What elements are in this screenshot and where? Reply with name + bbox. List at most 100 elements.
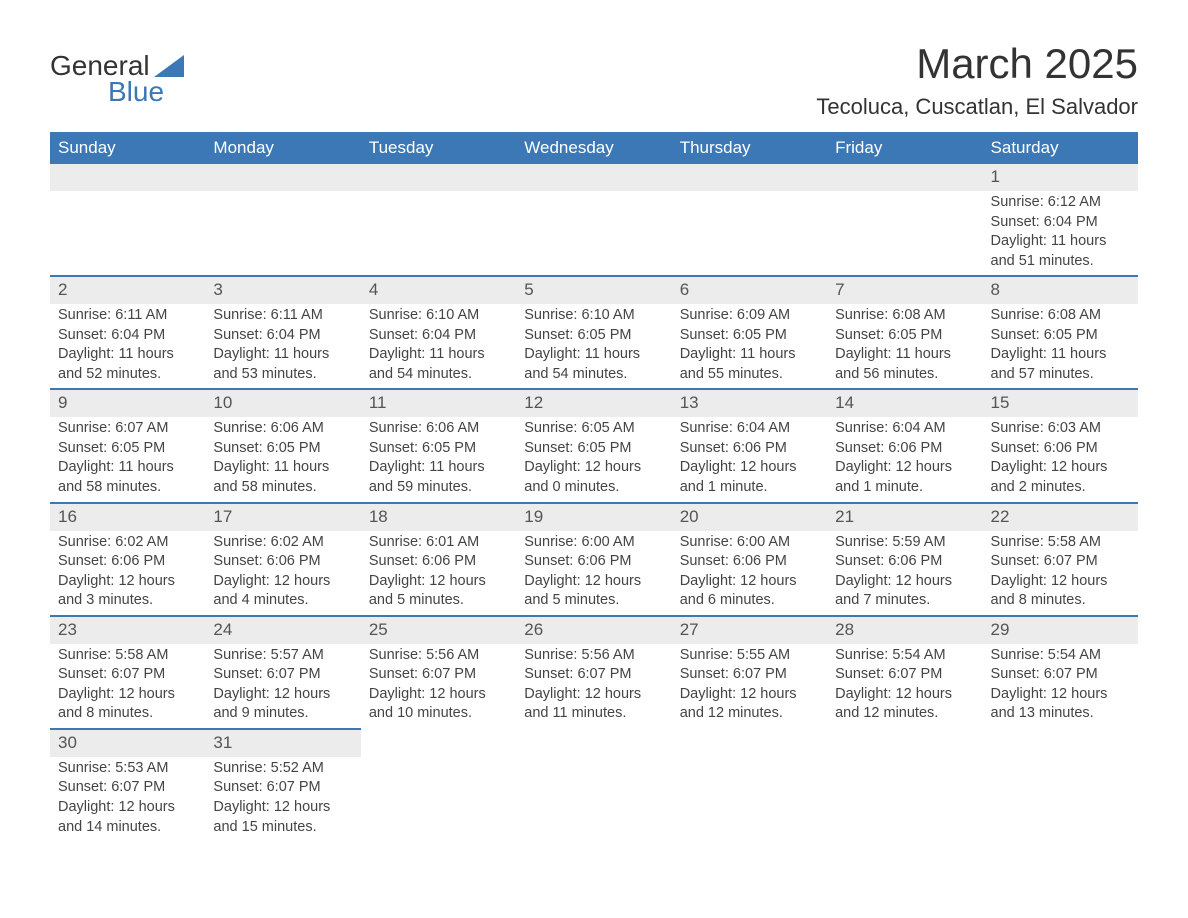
calendar-cell: 7Sunrise: 6:08 AMSunset: 6:05 PMDaylight… [827,276,982,389]
calendar-cell [827,729,982,841]
daylight-text: Daylight: 12 hours and 13 minutes. [991,685,1130,724]
daylight-text: Daylight: 12 hours and 0 minutes. [524,458,663,497]
calendar-cell: 13Sunrise: 6:04 AMSunset: 6:06 PMDayligh… [672,389,827,502]
day-number: 31 [205,730,360,757]
day-body: Sunrise: 6:12 AMSunset: 6:04 PMDaylight:… [983,191,1138,275]
day-body: Sunrise: 6:04 AMSunset: 6:06 PMDaylight:… [827,417,982,501]
sunrise-text: Sunrise: 6:03 AM [991,419,1130,439]
daylight-text: Daylight: 12 hours and 4 minutes. [213,572,352,611]
sunrise-text: Sunrise: 6:10 AM [369,306,508,326]
daylight-text: Daylight: 12 hours and 12 minutes. [835,685,974,724]
day-body: Sunrise: 5:56 AMSunset: 6:07 PMDaylight:… [361,644,516,728]
day-number: 7 [827,277,982,304]
day-number: 9 [50,390,205,417]
calendar-week-row: 9Sunrise: 6:07 AMSunset: 6:05 PMDaylight… [50,389,1138,502]
calendar-cell: 18Sunrise: 6:01 AMSunset: 6:06 PMDayligh… [361,503,516,616]
day-body: Sunrise: 6:11 AMSunset: 6:04 PMDaylight:… [205,304,360,388]
sunrise-text: Sunrise: 6:00 AM [524,533,663,553]
sunset-text: Sunset: 6:06 PM [524,552,663,572]
day-body: Sunrise: 5:58 AMSunset: 6:07 PMDaylight:… [983,531,1138,615]
calendar-week-row: 1Sunrise: 6:12 AMSunset: 6:04 PMDaylight… [50,164,1138,276]
logo-text-blue: Blue [108,76,184,108]
sunrise-text: Sunrise: 6:09 AM [680,306,819,326]
day-number: 20 [672,504,827,531]
day-number: 10 [205,390,360,417]
calendar-cell: 23Sunrise: 5:58 AMSunset: 6:07 PMDayligh… [50,616,205,729]
sunrise-text: Sunrise: 5:53 AM [58,759,197,779]
calendar-cell [205,164,360,276]
daylight-text: Daylight: 12 hours and 11 minutes. [524,685,663,724]
sunrise-text: Sunrise: 6:04 AM [680,419,819,439]
sunset-text: Sunset: 6:05 PM [991,326,1130,346]
sunset-text: Sunset: 6:06 PM [680,439,819,459]
sunset-text: Sunset: 6:04 PM [369,326,508,346]
day-number: 8 [983,277,1138,304]
day-body [361,756,516,840]
day-number: 22 [983,504,1138,531]
daylight-text: Daylight: 11 hours and 55 minutes. [680,345,819,384]
calendar-week-row: 30Sunrise: 5:53 AMSunset: 6:07 PMDayligh… [50,729,1138,841]
calendar-week-row: 23Sunrise: 5:58 AMSunset: 6:07 PMDayligh… [50,616,1138,729]
daylight-text: Daylight: 12 hours and 10 minutes. [369,685,508,724]
day-number [827,729,982,756]
calendar-cell [827,164,982,276]
calendar-cell: 12Sunrise: 6:05 AMSunset: 6:05 PMDayligh… [516,389,671,502]
calendar-cell: 21Sunrise: 5:59 AMSunset: 6:06 PMDayligh… [827,503,982,616]
sunrise-text: Sunrise: 5:52 AM [213,759,352,779]
sunset-text: Sunset: 6:06 PM [369,552,508,572]
day-body: Sunrise: 5:56 AMSunset: 6:07 PMDaylight:… [516,644,671,728]
day-number: 2 [50,277,205,304]
daylight-text: Daylight: 12 hours and 9 minutes. [213,685,352,724]
calendar-cell [516,164,671,276]
calendar-cell: 19Sunrise: 6:00 AMSunset: 6:06 PMDayligh… [516,503,671,616]
day-body: Sunrise: 6:04 AMSunset: 6:06 PMDaylight:… [672,417,827,501]
daylight-text: Daylight: 11 hours and 59 minutes. [369,458,508,497]
day-body: Sunrise: 5:58 AMSunset: 6:07 PMDaylight:… [50,644,205,728]
sunset-text: Sunset: 6:05 PM [524,439,663,459]
day-body [983,756,1138,840]
calendar-cell: 20Sunrise: 6:00 AMSunset: 6:06 PMDayligh… [672,503,827,616]
calendar-week-row: 2Sunrise: 6:11 AMSunset: 6:04 PMDaylight… [50,276,1138,389]
sunrise-text: Sunrise: 6:07 AM [58,419,197,439]
day-body: Sunrise: 6:00 AMSunset: 6:06 PMDaylight:… [516,531,671,615]
sunrise-text: Sunrise: 5:59 AM [835,533,974,553]
daylight-text: Daylight: 11 hours and 51 minutes. [991,232,1130,271]
sunset-text: Sunset: 6:05 PM [835,326,974,346]
day-header: Thursday [672,132,827,164]
day-number [516,164,671,191]
month-title: March 2025 [816,40,1138,88]
sunrise-text: Sunrise: 5:54 AM [835,646,974,666]
sunrise-text: Sunrise: 6:02 AM [58,533,197,553]
daylight-text: Daylight: 12 hours and 8 minutes. [58,685,197,724]
day-body: Sunrise: 5:59 AMSunset: 6:06 PMDaylight:… [827,531,982,615]
title-block: March 2025 Tecoluca, Cuscatlan, El Salva… [816,40,1138,120]
sunrise-text: Sunrise: 6:04 AM [835,419,974,439]
day-number [827,164,982,191]
daylight-text: Daylight: 11 hours and 57 minutes. [991,345,1130,384]
sunrise-text: Sunrise: 5:58 AM [991,533,1130,553]
calendar-body: 1Sunrise: 6:12 AMSunset: 6:04 PMDaylight… [50,164,1138,841]
day-number: 5 [516,277,671,304]
day-number: 3 [205,277,360,304]
daylight-text: Daylight: 12 hours and 1 minute. [680,458,819,497]
day-body [672,756,827,840]
calendar-cell: 8Sunrise: 6:08 AMSunset: 6:05 PMDaylight… [983,276,1138,389]
day-number: 16 [50,504,205,531]
sunrise-text: Sunrise: 6:10 AM [524,306,663,326]
day-body: Sunrise: 6:01 AMSunset: 6:06 PMDaylight:… [361,531,516,615]
sunset-text: Sunset: 6:04 PM [991,213,1130,233]
sunset-text: Sunset: 6:07 PM [58,665,197,685]
day-number: 29 [983,617,1138,644]
day-body [827,191,982,275]
day-body: Sunrise: 6:02 AMSunset: 6:06 PMDaylight:… [50,531,205,615]
day-number [361,164,516,191]
calendar-cell: 17Sunrise: 6:02 AMSunset: 6:06 PMDayligh… [205,503,360,616]
sunrise-text: Sunrise: 6:08 AM [835,306,974,326]
sunset-text: Sunset: 6:07 PM [524,665,663,685]
day-body: Sunrise: 5:57 AMSunset: 6:07 PMDaylight:… [205,644,360,728]
calendar-cell: 25Sunrise: 5:56 AMSunset: 6:07 PMDayligh… [361,616,516,729]
day-body: Sunrise: 5:54 AMSunset: 6:07 PMDaylight:… [983,644,1138,728]
day-number: 13 [672,390,827,417]
day-number [50,164,205,191]
day-number: 4 [361,277,516,304]
